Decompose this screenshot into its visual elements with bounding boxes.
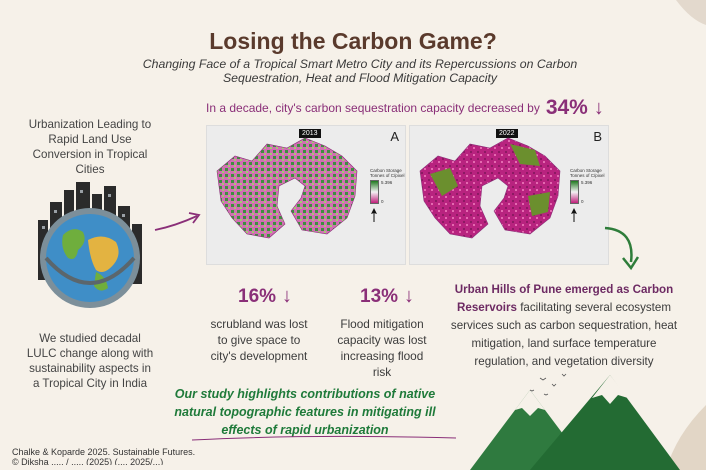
stat-value: 16% <box>238 285 277 307</box>
pune-hills-rest: facilitating several ecosystem services … <box>450 301 678 368</box>
stat-value: 13% <box>360 285 399 307</box>
citation-line2: © Diksha ..... / ..... (2025) (.... 2025… <box>12 457 164 465</box>
citation-line1: Chalke & Koparde 2025. Sustainable Futur… <box>12 447 196 457</box>
legend-low: 0 <box>381 199 384 204</box>
city-map-2022 <box>419 137 561 239</box>
corner-decoration-bottom-right <box>666 405 706 470</box>
stat-scrubland-value: 16% ↓ <box>238 285 292 308</box>
north-arrow-icon <box>571 208 577 222</box>
legend-colorbar <box>570 180 579 204</box>
legend-title: Carbon Storage Tonnes of C/pixel <box>370 168 405 178</box>
map-panel-letter: B <box>593 129 602 144</box>
down-arrow-icon: ↓ <box>282 285 293 307</box>
map-year-badge: 2013 <box>299 129 321 138</box>
legend-title: Carbon Storage Tonnes of C/pixel <box>570 168 605 178</box>
stat-flood-text: Flood mitigation capacity was lost incre… <box>337 317 427 379</box>
urban-globe-icon <box>38 182 142 308</box>
legend-high: 5.396 <box>581 180 593 185</box>
pointer-arrow-icon <box>154 212 201 231</box>
legend-low: 0 <box>581 199 584 204</box>
north-arrow-icon <box>371 208 377 222</box>
map-year-badge: 2022 <box>496 129 518 138</box>
page-subtitle: Changing Face of a Tropical Smart Metro … <box>142 57 578 85</box>
down-arrow-icon: ↓ <box>593 96 604 119</box>
carbon-stat-value: 34% <box>545 96 588 119</box>
carbon-stat-text: In a decade, city's carbon sequestration… <box>206 101 540 115</box>
study-highlight: Our study highlights contributions of na… <box>174 387 436 437</box>
map-legend: Carbon Storage Tonnes of C/pixel 5.396 0 <box>570 168 608 223</box>
underline-decoration <box>191 435 457 441</box>
map-panel-2022: 2022 B Carbon Storage Tonnes of C/pixel … <box>409 125 609 265</box>
city-map-2013 <box>216 137 358 239</box>
map-panel-letter: A <box>390 129 399 144</box>
legend-colorbar <box>370 180 379 204</box>
pune-hills-bold: Urban Hills of Pune emerged as Carbon Re… <box>454 283 674 314</box>
stat-flood-value: 13% ↓ <box>360 285 414 308</box>
page-title: Losing the Carbon Game? <box>209 28 497 54</box>
legend-high: 5.396 <box>381 180 393 185</box>
corner-decoration-top-right <box>676 0 706 25</box>
left-bottom-text: We studied decadal LULC change along wit… <box>26 332 154 390</box>
curved-arrow-icon <box>604 226 640 271</box>
map-legend: Carbon Storage Tonnes of C/pixel 5.396 0 <box>370 168 405 223</box>
map-panel-2013: 2013 A Carbon Storage Tonnes of C/pixel … <box>206 125 406 265</box>
pune-hills-text: Urban Hills of Pune emerged as Carbon Re… <box>448 281 680 371</box>
citation: Chalke & Koparde 2025. Sustainable Futur… <box>12 447 195 465</box>
stat-scrubland-text: scrubland was lost to give space to city… <box>210 317 308 363</box>
left-top-text: Urbanization Leading to Rapid Land Use C… <box>28 118 152 176</box>
down-arrow-icon: ↓ <box>404 285 415 307</box>
carbon-stat-line: In a decade, city's carbon sequestration… <box>206 96 606 120</box>
mountains-illustration <box>470 373 680 470</box>
